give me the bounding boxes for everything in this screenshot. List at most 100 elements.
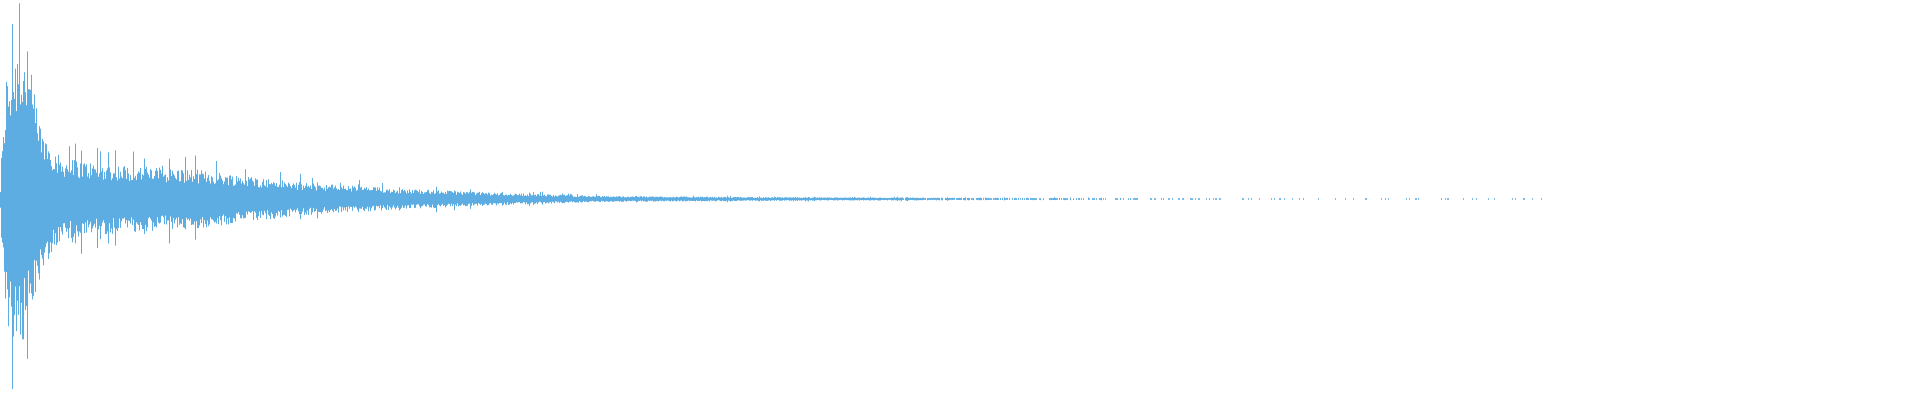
waveform-sample — [424, 192, 425, 205]
waveform-sample — [514, 194, 515, 204]
waveform-sample — [231, 179, 232, 224]
waveform-sample — [420, 193, 421, 209]
waveform-sample — [704, 197, 705, 202]
waveform-sample — [113, 173, 114, 219]
waveform-sample — [385, 192, 386, 209]
waveform-sample — [335, 185, 336, 211]
waveform-sample — [425, 192, 426, 207]
waveform-sample — [671, 197, 672, 201]
waveform-sample — [1096, 198, 1097, 200]
waveform-sample — [839, 197, 840, 200]
waveform-sample — [109, 167, 110, 224]
waveform-sample — [932, 197, 933, 200]
waveform-sample — [342, 188, 343, 208]
waveform-sample — [29, 89, 30, 293]
waveform-sample — [1030, 197, 1031, 200]
waveform-sample — [763, 197, 764, 201]
waveform-sample — [126, 178, 127, 221]
waveform-sample — [874, 197, 875, 201]
waveform-sample — [831, 197, 832, 201]
waveform-sample — [213, 181, 214, 221]
waveform-sample — [1024, 198, 1025, 200]
waveform-sample — [1169, 198, 1170, 200]
waveform-sample — [122, 178, 123, 219]
waveform-sample — [211, 176, 212, 220]
waveform-sample — [76, 161, 77, 226]
waveform-sample — [573, 196, 574, 202]
waveform-sample — [296, 182, 297, 210]
waveform-sample — [670, 196, 671, 202]
waveform-sample — [906, 197, 907, 201]
waveform-sample — [35, 123, 36, 293]
waveform-sample — [500, 193, 501, 204]
waveform-sample — [1494, 198, 1495, 200]
waveform-sample — [564, 194, 565, 204]
waveform-sample — [1168, 198, 1169, 200]
waveform-sample — [85, 166, 86, 223]
waveform-sample — [589, 196, 590, 202]
waveform-sample — [120, 171, 121, 228]
waveform-sample — [485, 193, 486, 204]
waveform-sample — [1137, 198, 1138, 200]
waveform-sample — [1215, 198, 1216, 200]
waveform-sample — [958, 197, 959, 200]
waveform-sample — [410, 191, 411, 208]
waveform-sample — [903, 198, 904, 200]
waveform-sample — [666, 197, 667, 202]
waveform-sample — [277, 186, 278, 216]
waveform-sample — [167, 177, 168, 221]
waveform-sample — [327, 188, 328, 214]
waveform-sample — [463, 192, 464, 206]
waveform-sample — [12, 23, 13, 390]
waveform-sample — [1022, 198, 1023, 200]
waveform-sample — [1248, 198, 1249, 200]
waveform-sample — [154, 176, 155, 227]
waveform-sample — [237, 181, 238, 214]
waveform-sample — [284, 182, 285, 215]
waveform-sample — [832, 197, 833, 201]
waveform-sample — [16, 111, 17, 332]
waveform-sample — [880, 197, 881, 201]
waveform-sample — [90, 163, 91, 222]
waveform-sample — [645, 197, 646, 202]
waveform-sample — [1064, 198, 1065, 201]
waveform-sample — [919, 198, 920, 201]
waveform-sample — [848, 197, 849, 201]
waveform-sample — [312, 178, 313, 213]
waveform-sample — [159, 167, 160, 224]
waveform-sample — [533, 192, 534, 205]
waveform-sample — [887, 198, 888, 201]
waveform-sample — [1541, 198, 1542, 200]
waveform-sample — [668, 197, 669, 201]
waveform-sample — [638, 196, 639, 201]
waveform-sample — [866, 197, 867, 201]
waveform-sample — [580, 195, 581, 202]
waveform-sample — [515, 193, 516, 204]
waveform-sample — [793, 197, 794, 202]
waveform-sample — [574, 196, 575, 202]
waveform-sample — [339, 189, 340, 207]
waveform-sample — [922, 197, 923, 201]
waveform-sample — [770, 197, 771, 201]
waveform-sample — [941, 197, 942, 201]
waveform-sample — [730, 195, 731, 202]
waveform-sample — [710, 197, 711, 201]
waveform-sample — [606, 196, 607, 202]
waveform-sample — [626, 197, 627, 202]
waveform-sample — [360, 187, 361, 209]
waveform-sample — [464, 192, 465, 205]
waveform-sample — [129, 180, 130, 222]
waveform-sample — [615, 197, 616, 202]
waveform-sample — [784, 197, 785, 201]
waveform-sample — [379, 187, 380, 209]
waveform-sample — [318, 185, 319, 212]
waveform-sample — [439, 193, 440, 206]
waveform-sample — [976, 198, 977, 200]
waveform-sample — [821, 197, 822, 201]
waveform-sample — [673, 196, 674, 201]
waveform-sample — [1007, 197, 1008, 200]
waveform-sample — [466, 192, 467, 206]
waveform-sample — [38, 140, 39, 274]
waveform-sample — [187, 170, 188, 220]
waveform-sample — [991, 198, 992, 200]
